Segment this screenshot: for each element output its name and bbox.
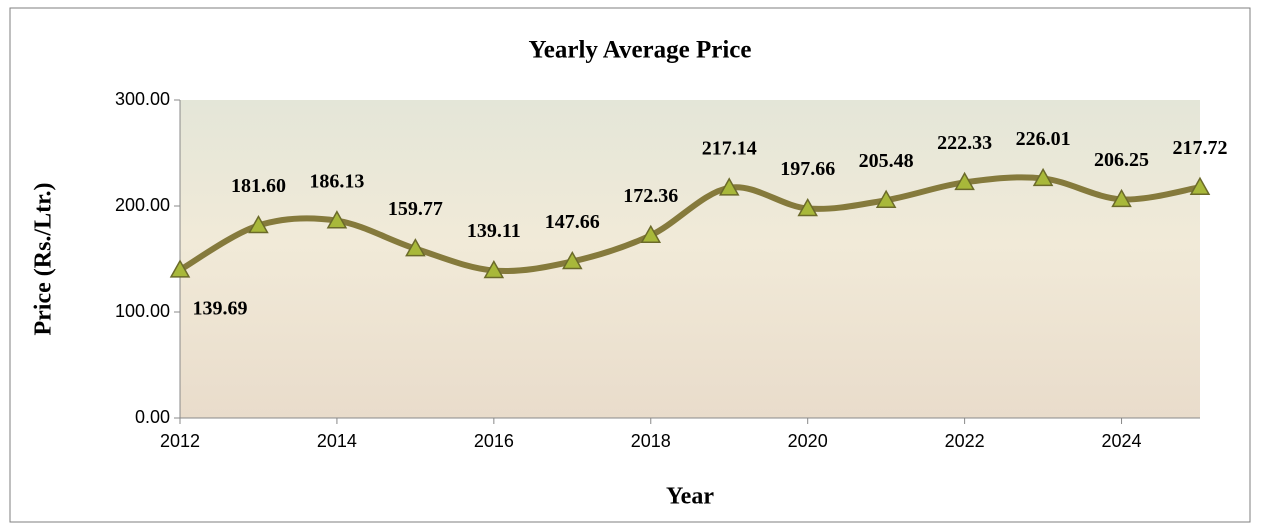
- data-label: 226.01: [1016, 128, 1071, 150]
- data-label: 172.36: [623, 185, 678, 207]
- x-tick-label: 2022: [945, 431, 985, 451]
- data-label: 197.66: [780, 158, 835, 180]
- data-label: 139.69: [193, 298, 248, 320]
- data-label: 217.72: [1173, 137, 1228, 159]
- y-axis-title: Price (Rs./Ltr.): [31, 182, 57, 335]
- x-tick-label: 2012: [160, 431, 200, 451]
- data-label: 181.60: [231, 175, 286, 197]
- x-tick-label: 2020: [788, 431, 828, 451]
- data-label: 206.25: [1094, 149, 1149, 171]
- x-tick-label: 2016: [474, 431, 514, 451]
- data-label: 147.66: [545, 211, 600, 233]
- chart: Yearly Average Price Year Price (Rs./Ltr…: [0, 0, 1261, 524]
- data-label: 217.14: [702, 137, 757, 159]
- y-tick-label: 200.00: [115, 195, 170, 215]
- x-tick-label: 2018: [631, 431, 671, 451]
- data-label: 205.48: [859, 150, 914, 172]
- data-label: 139.11: [467, 220, 521, 242]
- x-tick-label: 2014: [317, 431, 357, 451]
- data-label: 222.33: [937, 132, 992, 154]
- chart-title: Yearly Average Price: [528, 37, 751, 64]
- y-tick-label: 100.00: [115, 301, 170, 321]
- x-tick-label: 2024: [1102, 431, 1142, 451]
- y-tick-label: 0.00: [135, 407, 170, 427]
- data-label: 186.13: [309, 170, 364, 192]
- y-tick-label: 300.00: [115, 89, 170, 109]
- data-label: 159.77: [388, 198, 443, 220]
- page: {"chart_data": {"type": "line", "title":…: [0, 0, 1261, 524]
- x-axis-title: Year: [666, 484, 714, 510]
